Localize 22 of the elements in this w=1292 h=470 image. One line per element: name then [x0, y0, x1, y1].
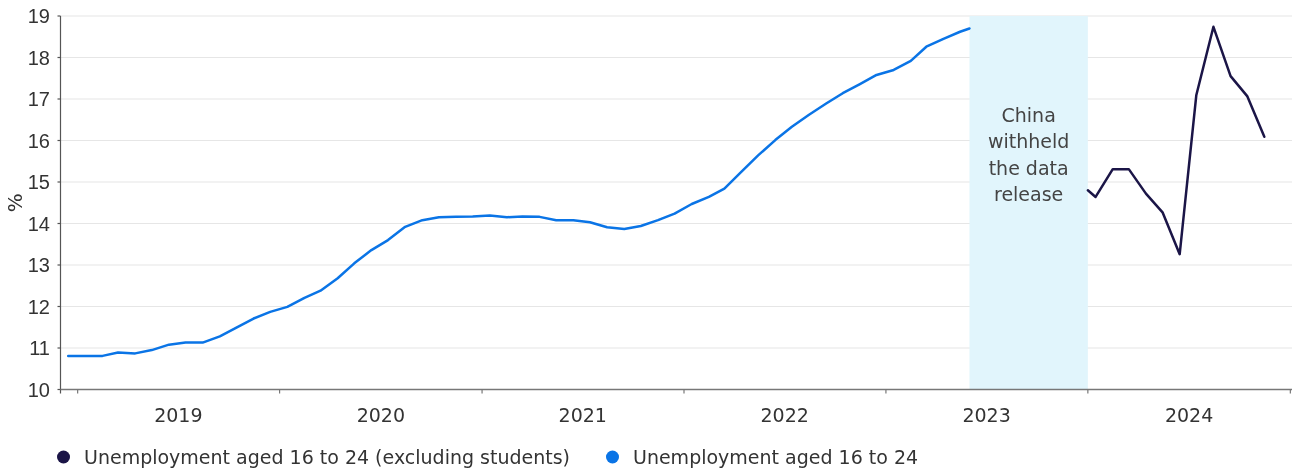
- band-label: China withheld the data release: [987, 104, 1070, 205]
- x-tick-label: 2019: [154, 404, 203, 427]
- legend-label: Unemployment aged 16 to 24 (excluding students): [84, 445, 570, 468]
- line-series: [1086, 25, 1266, 256]
- y-tick-label: 13: [27, 254, 50, 277]
- x-tick-label: 2023: [962, 404, 1011, 427]
- line-series: [67, 27, 971, 358]
- y-tick-label: 18: [27, 46, 50, 69]
- y-tick-label: 16: [27, 129, 50, 152]
- y-tick-label: 10: [27, 378, 50, 401]
- y-tick-label: 12: [27, 295, 50, 318]
- y-tick-label: 17: [27, 88, 50, 111]
- x-tick-label: 2020: [356, 404, 405, 427]
- legend-label: Unemployment aged 16 to 24: [632, 445, 919, 468]
- y-axis-title: %: [3, 193, 28, 213]
- y-tick-label: 11: [29, 337, 50, 360]
- y-tick-label: 14: [27, 212, 50, 235]
- y-tick-label: 19: [27, 5, 50, 28]
- y-tick-label: 15: [27, 171, 50, 194]
- x-tick-label: 2024: [1164, 404, 1214, 427]
- x-tick-label: 2021: [558, 404, 607, 427]
- x-tick-label: 2022: [760, 404, 809, 427]
